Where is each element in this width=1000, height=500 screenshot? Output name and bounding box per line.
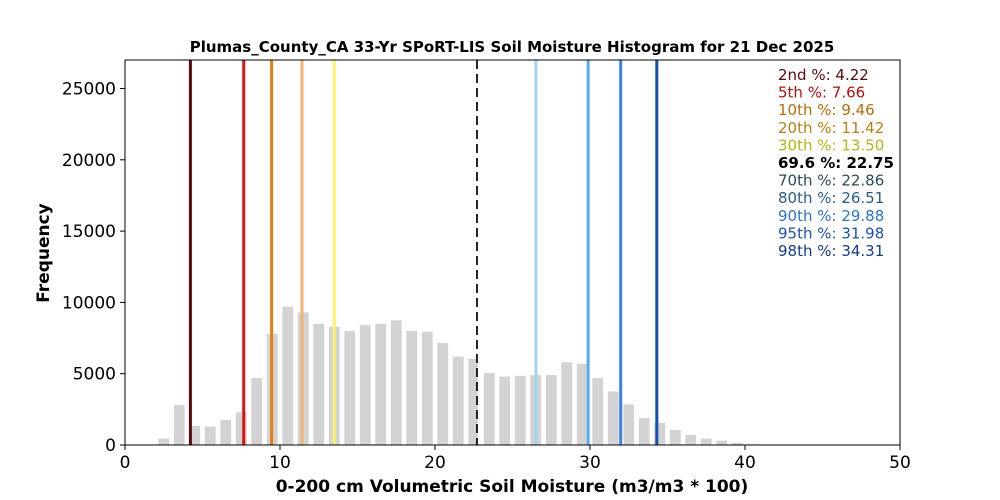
histogram-bar bbox=[158, 438, 170, 445]
percentile-annotation: 80th %: 26.51 bbox=[778, 189, 884, 207]
y-tick-label: 0 bbox=[105, 436, 116, 456]
histogram-bar bbox=[204, 426, 216, 445]
histogram-bar bbox=[731, 442, 743, 445]
y-tick-label: 25000 bbox=[62, 80, 116, 100]
percentile-annotation: 69.6 %: 22.75 bbox=[778, 154, 894, 172]
histogram-bar bbox=[390, 320, 402, 445]
x-axis-ticks: 0 10 20 30 40 50 bbox=[120, 445, 911, 473]
x-tick-label: 50 bbox=[889, 453, 911, 473]
histogram-bar bbox=[282, 306, 294, 445]
histogram-bar bbox=[220, 420, 232, 445]
histogram-bar bbox=[421, 331, 433, 445]
histogram-bar bbox=[235, 412, 247, 445]
y-tick-label: 10000 bbox=[62, 293, 116, 313]
histogram-bar bbox=[638, 417, 650, 445]
percentile-annotation: 2nd %: 4.22 bbox=[778, 66, 869, 84]
histogram-bar bbox=[251, 377, 263, 445]
x-tick-label: 0 bbox=[120, 453, 131, 473]
histogram-bar bbox=[344, 330, 356, 445]
y-axis-label: Frequency bbox=[34, 203, 54, 303]
histogram-bar bbox=[561, 362, 573, 445]
y-tick-label: 5000 bbox=[73, 365, 116, 385]
histogram-bar bbox=[545, 375, 557, 445]
x-tick-label: 40 bbox=[734, 453, 756, 473]
y-axis-ticks: 0 5000 10000 15000 20000 25000 bbox=[62, 80, 125, 456]
histogram-bar bbox=[576, 363, 588, 445]
histogram-bar bbox=[514, 375, 526, 445]
percentile-annotation: 5th %: 7.66 bbox=[778, 84, 865, 102]
histogram-bar bbox=[468, 358, 480, 445]
histogram-bar bbox=[592, 377, 604, 445]
histogram-bar bbox=[189, 425, 201, 445]
histogram-bar bbox=[499, 376, 511, 445]
histogram-bar bbox=[437, 343, 449, 445]
histogram-bar bbox=[452, 356, 464, 445]
histogram-bar bbox=[375, 323, 387, 445]
histogram-bar bbox=[313, 323, 325, 445]
histogram-bar bbox=[483, 372, 495, 445]
histogram-bar bbox=[669, 430, 681, 445]
y-tick-label: 15000 bbox=[62, 222, 116, 242]
histogram-bar bbox=[173, 405, 185, 445]
chart-title: Plumas_County_CA 33-Yr SPoRT-LIS Soil Mo… bbox=[190, 38, 835, 56]
histogram-bar bbox=[716, 440, 728, 445]
percentile-annotation: 70th %: 22.86 bbox=[778, 172, 884, 190]
x-tick-label: 10 bbox=[269, 453, 291, 473]
percentile-annotation: 90th %: 29.88 bbox=[778, 207, 884, 225]
percentile-annotation: 98th %: 34.31 bbox=[778, 242, 884, 260]
histogram-bar bbox=[700, 438, 712, 445]
histogram-bar bbox=[685, 435, 697, 445]
percentile-annotation: 10th %: 9.46 bbox=[778, 101, 875, 119]
percentile-lines bbox=[188, 60, 659, 445]
x-tick-label: 20 bbox=[424, 453, 446, 473]
histogram-bar bbox=[607, 391, 619, 445]
percentile-annotation: 20th %: 11.42 bbox=[778, 119, 884, 137]
histogram-bar bbox=[654, 422, 666, 445]
histogram-bar bbox=[359, 325, 371, 445]
y-tick-label: 20000 bbox=[62, 151, 116, 171]
histogram-bar bbox=[406, 330, 418, 445]
x-tick-label: 30 bbox=[579, 453, 601, 473]
x-axis-label: 0-200 cm Volumetric Soil Moisture (m3/m3… bbox=[276, 477, 749, 497]
plot-frame bbox=[124, 59, 901, 446]
percentile-annotation: 30th %: 13.50 bbox=[778, 136, 884, 154]
histogram-bar bbox=[623, 404, 635, 445]
percentile-annotation: 95th %: 31.98 bbox=[778, 224, 884, 242]
